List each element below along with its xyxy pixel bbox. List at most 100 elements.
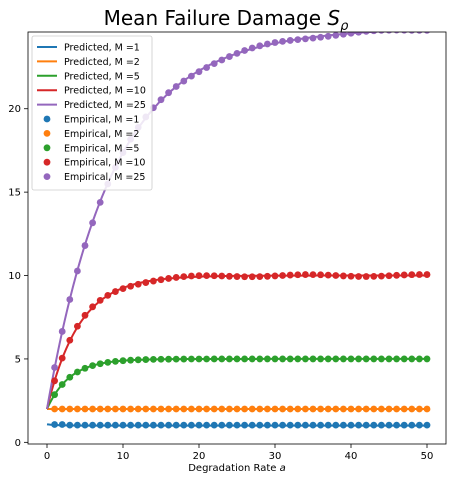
empirical-point-m5 (317, 356, 324, 363)
empirical-point-m1 (97, 422, 104, 429)
empirical-point-m2 (142, 406, 149, 413)
empirical-point-m5 (127, 357, 134, 364)
empirical-point-m5 (234, 356, 241, 363)
empirical-point-m1 (66, 422, 73, 429)
empirical-point-m5 (408, 356, 415, 363)
empirical-point-m5 (370, 356, 377, 363)
empirical-point-m1 (188, 422, 195, 429)
empirical-point-m25 (180, 78, 187, 85)
legend-marker-m5 (44, 144, 51, 151)
empirical-point-m2 (241, 406, 248, 413)
empirical-point-m10 (386, 272, 393, 279)
empirical-point-m5 (218, 356, 225, 363)
empirical-point-m2 (256, 406, 263, 413)
empirical-point-m25 (348, 30, 355, 37)
empirical-point-m5 (196, 356, 203, 363)
empirical-point-m10 (355, 273, 362, 280)
empirical-point-m1 (104, 422, 111, 429)
legend-label-empirical-m10: Empirical, M =10 (64, 158, 145, 169)
empirical-point-m25 (74, 268, 81, 275)
empirical-point-m25 (234, 50, 241, 57)
empirical-point-m10 (196, 272, 203, 279)
empirical-point-m25 (272, 39, 279, 46)
empirical-point-m25 (386, 27, 393, 34)
empirical-point-m10 (104, 292, 111, 299)
legend-label-predicted-m25: Predicted, M =25 (64, 100, 146, 111)
empirical-point-m10 (158, 276, 165, 283)
empirical-point-m10 (97, 297, 104, 304)
empirical-point-m5 (180, 356, 187, 363)
empirical-point-m1 (279, 422, 286, 429)
empirical-point-m10 (142, 279, 149, 286)
legend-marker-m1 (44, 116, 51, 123)
empirical-point-m1 (120, 422, 127, 429)
y-tick-label: 15 (8, 188, 21, 199)
empirical-point-m2 (424, 406, 431, 413)
empirical-point-m25 (59, 328, 66, 335)
empirical-point-m2 (97, 406, 104, 413)
legend-label-empirical-m2: Empirical, M =2 (64, 129, 139, 140)
empirical-point-m5 (165, 356, 172, 363)
empirical-point-m10 (89, 303, 96, 310)
empirical-point-m5 (203, 356, 210, 363)
empirical-point-m2 (173, 406, 180, 413)
legend-label-predicted-m1: Predicted, M =1 (64, 43, 140, 54)
empirical-point-m2 (158, 406, 165, 413)
x-axis-label: Degradation Rate a (188, 463, 286, 474)
empirical-point-m2 (386, 406, 393, 413)
empirical-point-m25 (165, 89, 172, 96)
empirical-point-m5 (226, 356, 233, 363)
empirical-point-m2 (165, 406, 172, 413)
empirical-point-m10 (348, 273, 355, 280)
empirical-point-m2 (401, 406, 408, 413)
empirical-point-m1 (386, 422, 393, 429)
empirical-point-m25 (158, 96, 165, 103)
empirical-point-m1 (196, 422, 203, 429)
empirical-point-m25 (249, 45, 256, 52)
y-tick-label: 0 (15, 438, 21, 449)
legend-label-empirical-m1: Empirical, M =1 (64, 115, 139, 126)
empirical-point-m25 (203, 64, 210, 71)
empirical-point-m5 (74, 369, 81, 376)
empirical-point-m2 (264, 406, 271, 413)
empirical-point-m5 (302, 356, 309, 363)
empirical-point-m2 (89, 406, 96, 413)
x-tick-label: 20 (193, 451, 206, 462)
legend-marker-m25 (44, 173, 51, 180)
empirical-point-m2 (196, 406, 203, 413)
empirical-point-m25 (89, 219, 96, 226)
empirical-point-m25 (279, 38, 286, 45)
empirical-point-m25 (370, 27, 377, 34)
y-tick-label: 5 (15, 354, 21, 365)
empirical-point-m2 (203, 406, 210, 413)
empirical-point-m1 (355, 422, 362, 429)
empirical-point-m5 (158, 356, 165, 363)
empirical-point-m1 (325, 422, 332, 429)
empirical-point-m1 (340, 422, 347, 429)
empirical-point-m5 (97, 360, 104, 367)
empirical-point-m25 (378, 27, 385, 34)
empirical-point-m1 (264, 422, 271, 429)
empirical-point-m2 (234, 406, 241, 413)
empirical-point-m2 (211, 406, 218, 413)
empirical-point-m5 (66, 374, 73, 381)
empirical-point-m5 (355, 356, 362, 363)
empirical-point-m10 (401, 272, 408, 279)
empirical-point-m5 (120, 357, 127, 364)
empirical-point-m2 (348, 406, 355, 413)
empirical-point-m10 (340, 273, 347, 280)
empirical-point-m5 (188, 356, 195, 363)
empirical-point-m25 (424, 27, 431, 34)
x-tick-label: 40 (345, 451, 358, 462)
empirical-point-m1 (59, 421, 66, 428)
empirical-point-m25 (97, 199, 104, 206)
empirical-point-m25 (241, 47, 248, 54)
empirical-point-m2 (226, 406, 233, 413)
empirical-point-m10 (408, 271, 415, 278)
empirical-point-m10 (287, 272, 294, 279)
x-tick-label: 0 (44, 451, 50, 462)
empirical-point-m1 (135, 422, 142, 429)
empirical-point-m10 (66, 337, 73, 344)
empirical-point-m5 (249, 356, 256, 363)
